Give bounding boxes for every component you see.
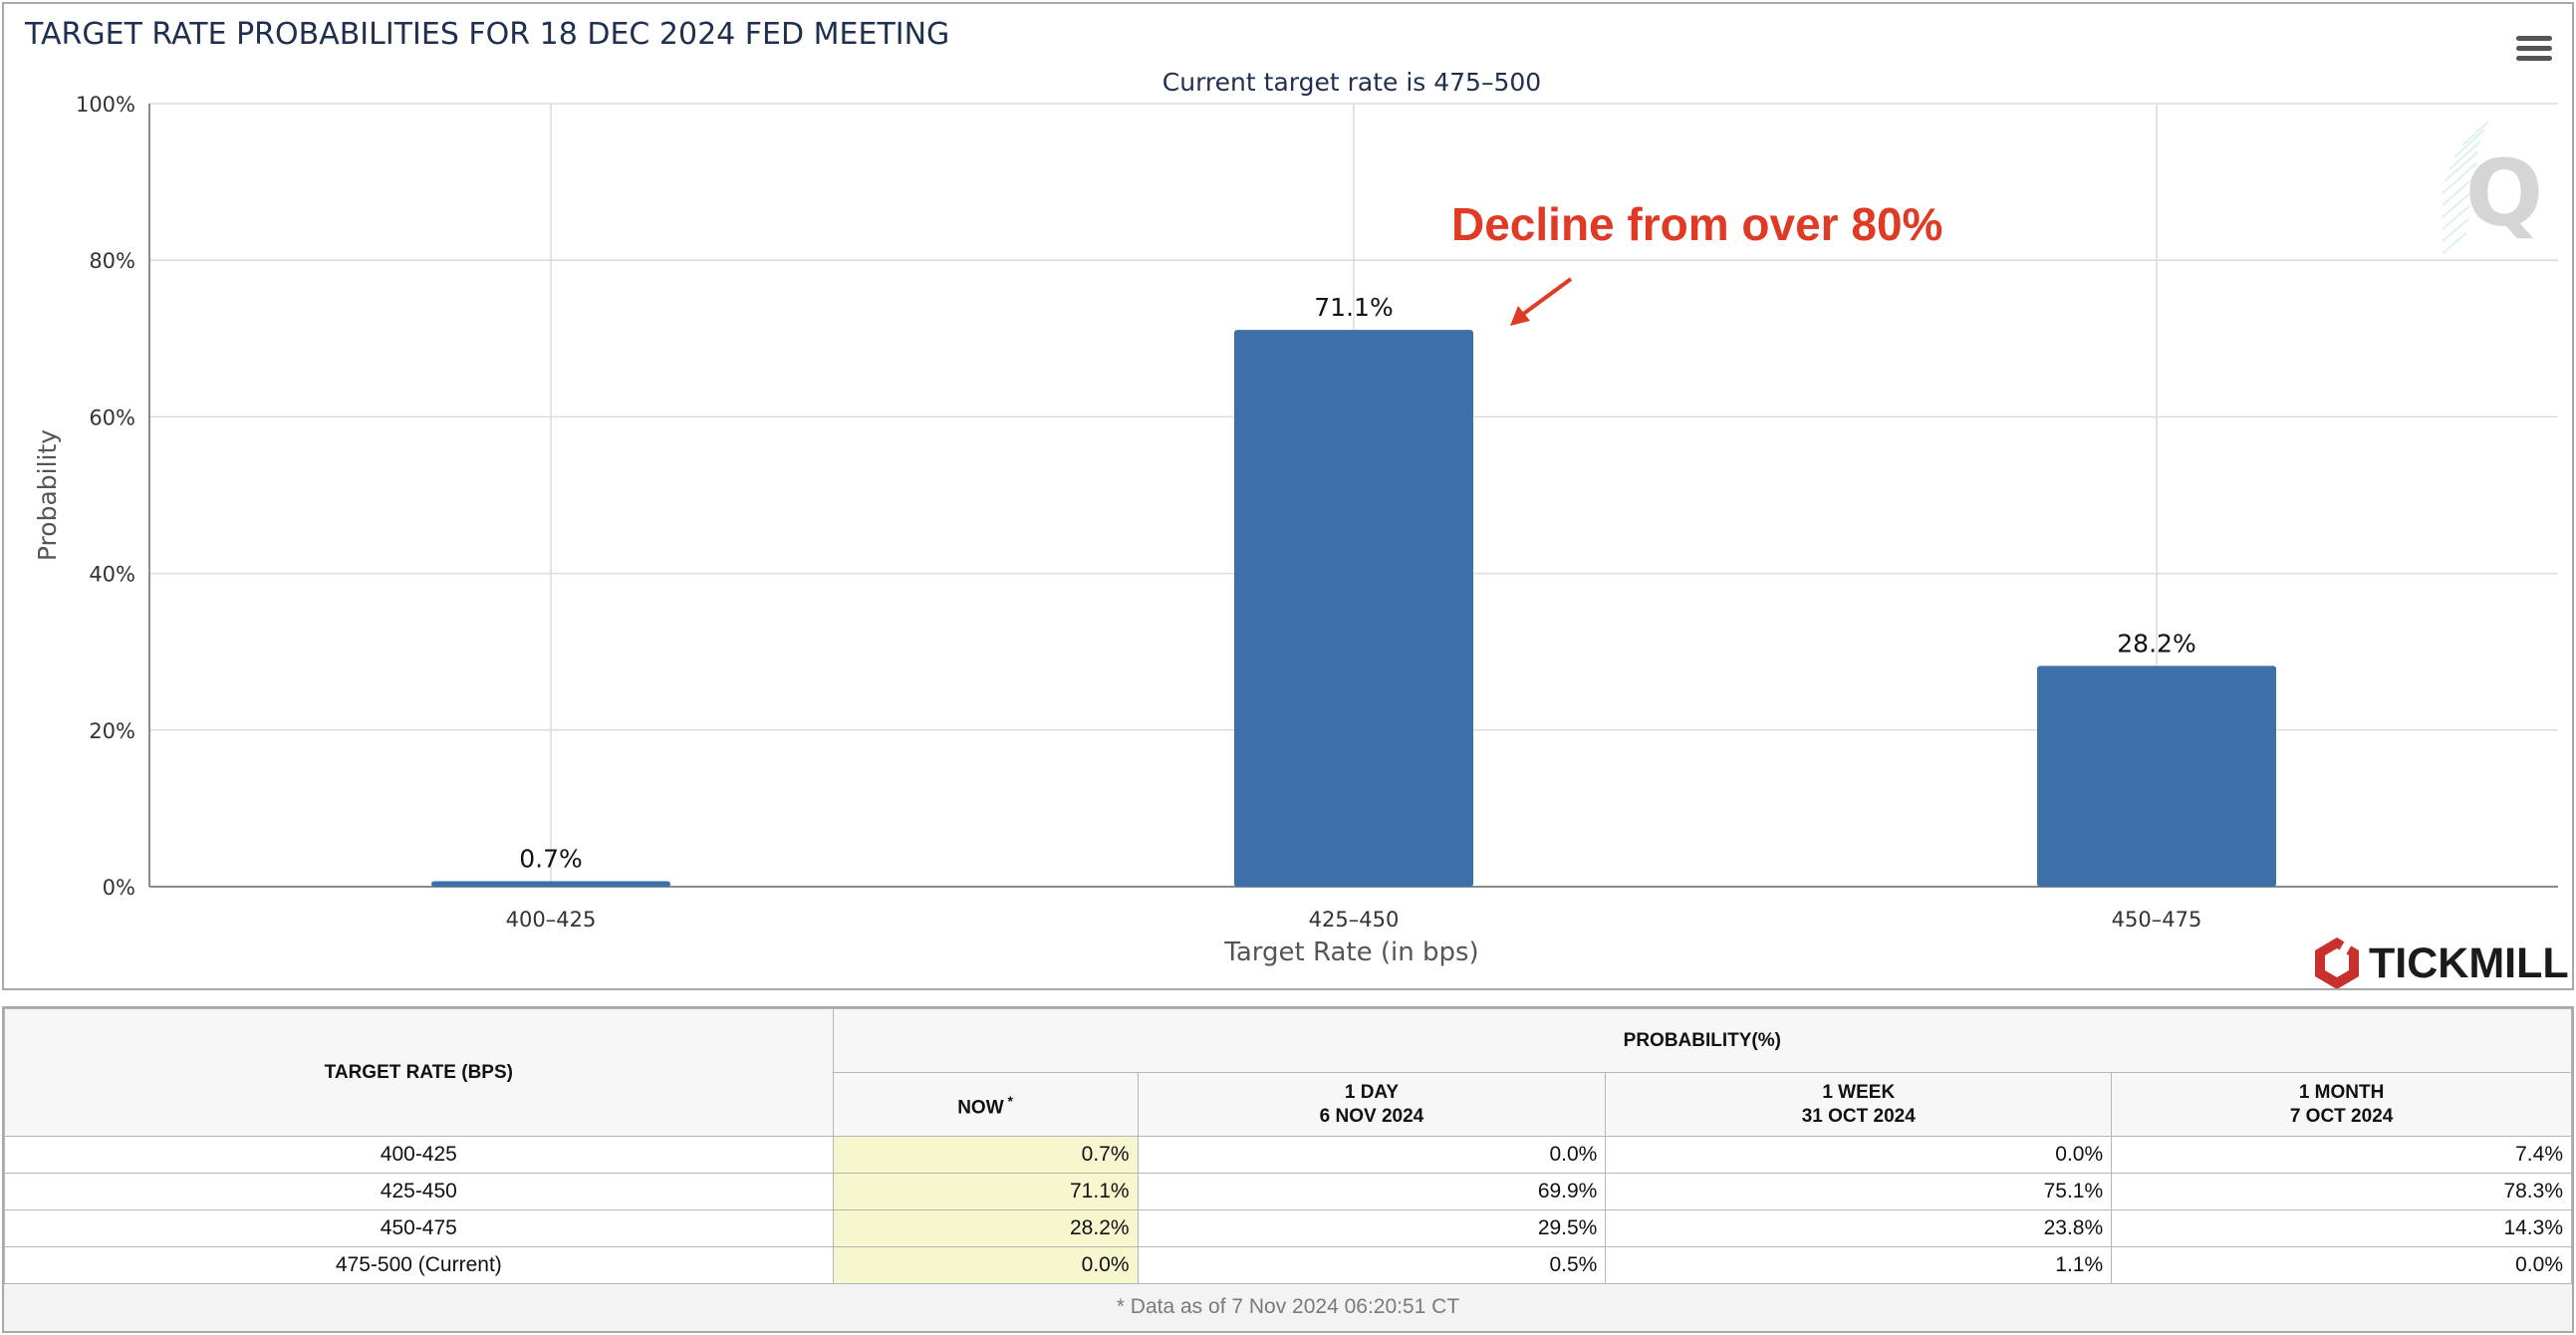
row-value: 14.3% [2111,1209,2572,1247]
x-tick-label: 425–450 [1309,908,1400,932]
row-value: 0.5% [1137,1246,1607,1284]
row-value: 78.3% [2111,1173,2572,1210]
row-value: 1.1% [1605,1246,2113,1284]
svg-text:Q: Q [2465,140,2543,247]
watermark-logo: Q [2442,121,2543,254]
header-col-1: NOW * [832,1072,1139,1137]
y-tick-label: 20% [89,719,135,743]
row-value: 71.1% [832,1173,1139,1210]
row-target-rate: 425-450 [4,1173,834,1210]
row-value: 23.8% [1605,1209,2113,1247]
chart-title: TARGET RATE PROBABILITIES FOR 18 DEC 202… [24,17,949,52]
chart-panel: TARGET RATE PROBABILITIES FOR 18 DEC 202… [2,2,2574,990]
bar-chart: TARGET RATE PROBABILITIES FOR 18 DEC 202… [24,17,2569,988]
header-target-rate: TARGET RATE (BPS) [4,1008,834,1137]
row-target-rate: 475-500 (Current) [4,1246,834,1284]
header-probability: PROBABILITY(%) [832,1008,2573,1073]
bar-value-label: 71.1% [1314,293,1393,322]
table-row: 400-425 0.7% 0.0% 0.0% 7.4% [4,1136,2572,1174]
row-value: 0.0% [1137,1136,1607,1174]
row-value: 75.1% [1605,1173,2113,1210]
chart-subtitle: Current target rate is 475–500 [1162,68,1541,97]
data-timestamp-note: * Data as of 7 Nov 2024 06:20:51 CT [1116,1295,1460,1318]
probability-table: TARGET RATE (BPS) PROBABILITY(%) NOW * 1 … [4,1008,2573,1284]
table-row: 425-450 71.1% 69.9% 75.1% 78.3% [4,1173,2572,1210]
header-col-4: 1 MONTH 7 OCT 2024 [2111,1072,2572,1137]
tickmill-logo: TICKMILL [2315,933,2569,988]
bar-value-label: 28.2% [2117,629,2195,658]
y-tick-label: 80% [89,249,135,273]
bar-2[interactable] [1234,330,1473,887]
row-target-rate: 450-475 [4,1209,834,1247]
x-tick-label: 400–425 [506,908,597,932]
annotation-arrow [1510,277,1573,326]
row-target-rate: 400-425 [4,1136,834,1174]
bar-3[interactable] [2037,666,2276,887]
hamburger-menu-icon[interactable] [2516,36,2552,68]
row-value: 28.2% [832,1209,1139,1247]
row-value: 0.0% [832,1246,1139,1284]
table-row: 475-500 (Current) 0.0% 0.5% 1.1% 0.0% [4,1246,2572,1284]
row-value: 7.4% [2111,1136,2572,1174]
annotation-text: Decline from over 80% [1451,198,1942,250]
table-row: 450-475 28.2% 29.5% 23.8% 14.3% [4,1209,2572,1247]
x-tick-label: 450–475 [2112,908,2202,932]
header-col-3: 1 WEEK 31 OCT 2024 [1605,1072,2113,1137]
row-value: 0.0% [2111,1246,2572,1284]
x-axis-title: Target Rate (in bps) [1223,937,1478,967]
y-tick-label: 100% [76,93,135,117]
y-tick-label: 60% [89,405,135,429]
y-tick-label: 0% [103,876,135,900]
y-tick-label: 40% [89,563,135,587]
row-value: 0.7% [832,1136,1139,1174]
header-col-2: 1 DAY 6 NOV 2024 [1137,1072,1607,1137]
data-labels: 0% 20% 40% 60% 80% 100% 0.7% 400–425 71.1% 425–45… [76,93,2201,932]
row-value: 69.9% [1137,1173,1607,1210]
brand-name: TICKMILL [2369,939,2569,987]
bars [431,330,2276,887]
row-value: 29.5% [1137,1209,1607,1247]
row-value: 0.0% [1605,1136,2113,1174]
probability-table-panel: TARGET RATE (BPS) PROBABILITY(%) NOW * 1 … [2,1006,2574,1333]
y-axis-title: Probability [33,429,62,561]
bar-value-label: 0.7% [519,844,583,873]
bar-1[interactable] [431,881,670,887]
